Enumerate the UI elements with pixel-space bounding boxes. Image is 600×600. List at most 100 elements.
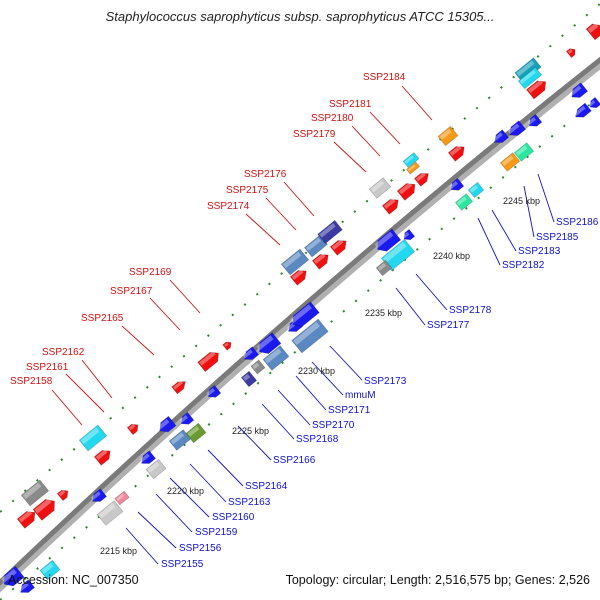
- gene-feature[interactable]: [513, 142, 535, 162]
- gene-feature[interactable]: [262, 345, 290, 371]
- gene-label-ssp2177[interactable]: SSP2177: [427, 320, 470, 331]
- gene-feature[interactable]: [517, 66, 543, 90]
- gene-feature[interactable]: [413, 170, 431, 187]
- gene-label-ssp2176[interactable]: SSP2176: [244, 169, 287, 180]
- gene-feature[interactable]: [304, 234, 328, 258]
- gene-feature[interactable]: [138, 450, 157, 468]
- gene-label-ssp2173[interactable]: SSP2173: [364, 376, 407, 387]
- gene-feature[interactable]: [291, 318, 329, 354]
- gene-feature[interactable]: [491, 129, 510, 147]
- gene-label-ssp2165[interactable]: SSP2165: [81, 313, 124, 324]
- gene-feature[interactable]: [205, 384, 222, 400]
- gene-label-ssp2181[interactable]: SSP2181: [329, 99, 372, 110]
- gene-label-ssp2158[interactable]: SSP2158: [10, 376, 53, 387]
- gene-feature[interactable]: [568, 82, 589, 102]
- gene-feature[interactable]: [96, 500, 124, 526]
- label-leader-line: [295, 375, 327, 411]
- gene-label-ssp2171[interactable]: SSP2171: [328, 405, 371, 416]
- gene-label-ssp2166[interactable]: SSP2166: [273, 455, 316, 466]
- label-leader-line: [169, 279, 201, 314]
- gene-label-mmum[interactable]: mmuM: [345, 390, 376, 401]
- gene-feature[interactable]: [171, 378, 189, 395]
- gene-feature[interactable]: [0, 565, 25, 589]
- gene-feature[interactable]: [437, 125, 459, 147]
- gene-feature[interactable]: [197, 348, 223, 373]
- gene-feature[interactable]: [447, 143, 467, 162]
- kbp-tick: 2215 kbp: [100, 546, 137, 556]
- gene-feature[interactable]: [506, 120, 527, 140]
- gene-label-ssp2159[interactable]: SSP2159: [195, 527, 238, 538]
- gene-label-ssp2185[interactable]: SSP2185: [536, 232, 579, 243]
- gene-feature[interactable]: [573, 102, 592, 121]
- gene-label-ssp2169[interactable]: SSP2169: [129, 267, 172, 278]
- gene-feature[interactable]: [585, 20, 600, 41]
- gene-feature[interactable]: [250, 359, 266, 375]
- label-leader-line: [51, 389, 83, 426]
- gene-label-ssp2174[interactable]: SSP2174: [207, 201, 250, 212]
- gene-feature[interactable]: [526, 77, 549, 100]
- gene-feature[interactable]: [222, 340, 234, 351]
- gene-feature[interactable]: [240, 370, 258, 388]
- gene-feature[interactable]: [16, 508, 39, 529]
- gene-feature[interactable]: [401, 228, 416, 242]
- gene-label-ssp2156[interactable]: SSP2156: [179, 543, 222, 554]
- gene-label-ssp2175[interactable]: SSP2175: [226, 185, 269, 196]
- gene-label-ssp2184[interactable]: SSP2184: [363, 72, 406, 83]
- gene-feature[interactable]: [255, 332, 282, 358]
- gene-label-ssp2160[interactable]: SSP2160: [212, 512, 255, 523]
- gene-feature[interactable]: [280, 248, 310, 276]
- gene-feature[interactable]: [114, 490, 130, 506]
- gene-feature[interactable]: [526, 113, 543, 129]
- gene-feature[interactable]: [56, 487, 70, 502]
- gene-feature[interactable]: [368, 177, 392, 199]
- gene-feature[interactable]: [381, 196, 401, 215]
- gene-label-ssp2164[interactable]: SSP2164: [245, 481, 288, 492]
- gene-label-ssp2179[interactable]: SSP2179: [293, 129, 336, 140]
- label-leader-line: [207, 449, 244, 487]
- gene-feature[interactable]: [402, 152, 420, 168]
- gene-label-ssp2161[interactable]: SSP2161: [26, 362, 69, 373]
- gene-feature[interactable]: [329, 237, 349, 256]
- gene-feature[interactable]: [514, 57, 542, 83]
- gene-feature[interactable]: [396, 180, 419, 201]
- gene-label-ssp2167[interactable]: SSP2167: [110, 286, 153, 297]
- gene-feature[interactable]: [145, 458, 167, 480]
- gene-feature[interactable]: [467, 181, 485, 199]
- gene-feature[interactable]: [565, 46, 577, 59]
- gene-label-ssp2186[interactable]: SSP2186: [556, 217, 599, 228]
- gene-label-ssp2180[interactable]: SSP2180: [311, 113, 354, 124]
- gene-feature[interactable]: [373, 228, 402, 255]
- gene-feature[interactable]: [289, 267, 309, 286]
- gene-label-ssp2170[interactable]: SSP2170: [312, 420, 355, 431]
- gene-label-ssp2182[interactable]: SSP2182: [502, 260, 545, 271]
- gene-feature[interactable]: [448, 177, 465, 193]
- gene-feature[interactable]: [317, 219, 343, 245]
- gene-feature[interactable]: [499, 152, 521, 172]
- gene-feature[interactable]: [78, 424, 108, 452]
- gene-feature[interactable]: [93, 447, 113, 466]
- gene-feature[interactable]: [32, 496, 59, 521]
- gene-feature[interactable]: [406, 161, 420, 175]
- gene-feature[interactable]: [311, 251, 331, 270]
- gene-feature[interactable]: [17, 579, 36, 597]
- gene-label-ssp2183[interactable]: SSP2183: [518, 246, 561, 257]
- gene-feature[interactable]: [241, 346, 260, 364]
- gene-feature[interactable]: [185, 422, 207, 444]
- gene-label-ssp2155[interactable]: SSP2155: [161, 559, 204, 570]
- gene-feature[interactable]: [126, 421, 140, 436]
- gene-feature[interactable]: [156, 415, 177, 435]
- gene-feature[interactable]: [454, 193, 474, 211]
- gene-feature[interactable]: [375, 259, 393, 277]
- gene-label-ssp2163[interactable]: SSP2163: [228, 497, 271, 508]
- gene-feature[interactable]: [39, 559, 61, 581]
- gene-feature[interactable]: [89, 488, 108, 506]
- gene-label-ssp2162[interactable]: SSP2162: [42, 347, 85, 358]
- gene-label-ssp2178[interactable]: SSP2178: [449, 305, 492, 316]
- gene-feature[interactable]: [289, 301, 320, 331]
- label-leader-line: [121, 325, 155, 356]
- gene-feature[interactable]: [178, 411, 195, 427]
- gene-label-ssp2168[interactable]: SSP2168: [296, 434, 339, 445]
- gene-feature[interactable]: [20, 479, 50, 507]
- label-leader-line: [311, 361, 344, 396]
